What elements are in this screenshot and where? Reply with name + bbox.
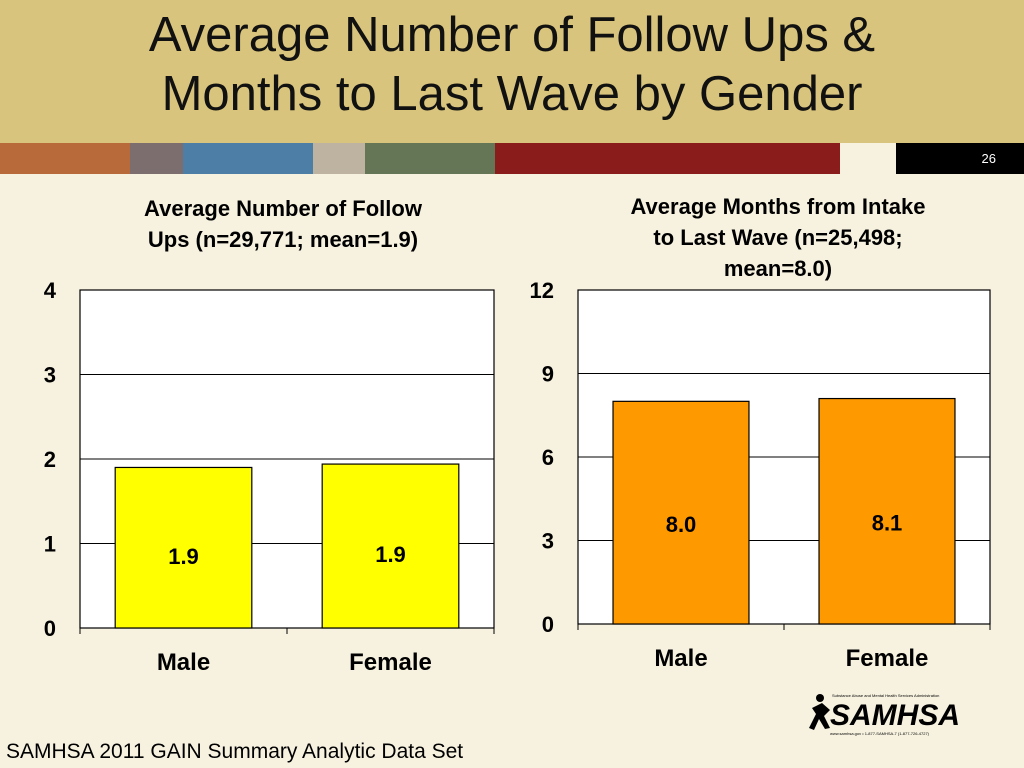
color-stripe <box>0 143 1024 174</box>
running-figure-icon <box>809 694 830 730</box>
stripe-segment <box>183 143 313 174</box>
logo-caption: Substance Abuse and Mental Health Servic… <box>832 693 939 698</box>
stripe-segment <box>495 143 840 174</box>
samhsa-logo: Substance Abuse and Mental Health Servic… <box>809 693 960 736</box>
logo-text: SAMHSA <box>830 699 960 732</box>
right-chart-y-tick-label: 9 <box>542 362 554 387</box>
slide-title-line1: Average Number of Follow Ups & <box>148 8 876 62</box>
charts-area: Average Number of Follow Ups (n=29,771; m… <box>44 194 991 676</box>
left-chart-title-line: Average Number of Follow <box>144 196 423 221</box>
source-note: SAMHSA 2011 GAIN Summary Analytic Data S… <box>6 740 464 763</box>
stripe-segment <box>840 143 896 174</box>
stripe-segment <box>0 143 130 174</box>
left-chart-y-tick-label: 0 <box>44 616 56 641</box>
left-chart-y-tick-label: 1 <box>44 532 56 557</box>
left-chart-x-tick-label: Female <box>349 649 432 676</box>
right-chart-y-tick-label: 12 <box>530 278 554 303</box>
right-chart-data-label: 8.1 <box>872 511 903 536</box>
right-chart-bar-male <box>612 400 750 625</box>
right-chart-title-line: to Last Wave (n=25,498; <box>653 225 902 250</box>
right-chart-title-line: mean=8.0) <box>724 256 832 281</box>
right-chart-x-tick-label: Female <box>846 645 929 672</box>
left-chart-title-line: Ups (n=29,771; mean=1.9) <box>148 227 418 252</box>
slide-title-line2: Months to Last Wave by Gender <box>161 67 863 121</box>
slide-number: 26 <box>896 143 1024 174</box>
slide-title: Average Number of Follow Ups & Months to… <box>0 6 1024 124</box>
stripe-segment <box>313 143 365 174</box>
right-chart-bar-female <box>818 397 956 625</box>
right-chart-title-line: Average Months from Intake <box>630 194 925 219</box>
left-chart-y-tick-label: 2 <box>44 447 56 472</box>
left-chart-bar-female <box>321 463 460 629</box>
left-chart-y-tick-label: 3 <box>44 363 56 388</box>
stripe-segment <box>130 143 183 174</box>
right-chart-data-label: 8.0 <box>666 512 697 537</box>
left-chart-data-label: 1.9 <box>168 544 199 569</box>
right-chart-y-tick-label: 0 <box>542 612 554 637</box>
left-chart-y-tick-label: 4 <box>44 278 57 303</box>
stripe-segment <box>365 143 495 174</box>
right-chart-y-tick-label: 3 <box>542 529 554 554</box>
logo-footer: www.samhsa.gov • 1-877-SAMHSA-7 (1-877-7… <box>830 731 930 736</box>
right-chart-x-tick-label: Male <box>654 645 707 672</box>
left-chart-x-tick-label: Male <box>157 649 210 676</box>
slide-number-text: 26 <box>981 151 996 166</box>
left-chart-data-label: 1.9 <box>375 542 406 567</box>
left-chart-bar-male <box>114 466 253 629</box>
right-chart-y-tick-label: 6 <box>542 445 554 470</box>
slide-header: Average Number of Follow Ups & Months to… <box>0 0 1024 143</box>
